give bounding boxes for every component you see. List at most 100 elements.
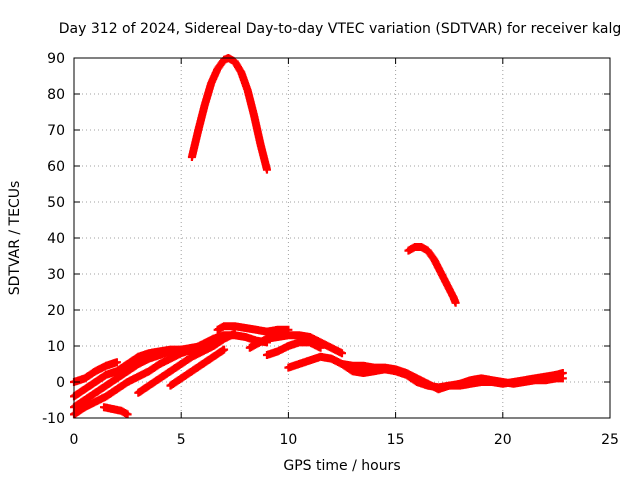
y-tick-label: 80	[47, 87, 65, 103]
data-point	[426, 249, 429, 252]
data-point	[351, 364, 354, 367]
data-point	[158, 377, 161, 380]
data-point	[297, 334, 301, 337]
data-point	[216, 67, 219, 71]
data-point	[265, 330, 269, 333]
data-point	[458, 382, 462, 385]
x-axis-title: GPS time / hours	[283, 458, 400, 474]
data-point	[259, 143, 262, 146]
data-point	[94, 400, 97, 403]
data-point	[405, 371, 408, 375]
data-point	[147, 352, 151, 355]
series-arc-8	[213, 322, 293, 336]
y-axis-title: SDTVAR / TECUs	[7, 181, 23, 296]
data-point	[372, 366, 376, 369]
data-point	[147, 357, 151, 360]
data-point	[439, 271, 442, 274]
data-point	[102, 406, 106, 409]
data-point	[501, 380, 504, 384]
data-point	[287, 334, 290, 337]
data-point	[201, 362, 204, 366]
data-point	[319, 341, 322, 344]
x-tick-label: 0	[70, 432, 79, 448]
y-tick-label: 10	[47, 339, 65, 355]
data-point	[222, 325, 226, 328]
data-point	[351, 370, 354, 373]
data-point	[197, 128, 200, 132]
data-point	[297, 341, 301, 344]
tick-layer: -10 0 10 20 30 40 50 60 70 80 90 0 5 10 15 20 25	[42, 51, 619, 448]
data-point	[244, 335, 247, 339]
data-point	[319, 346, 322, 349]
data-point	[83, 388, 86, 391]
data-point	[330, 346, 333, 349]
data-point	[169, 370, 172, 373]
data-point	[180, 352, 183, 355]
data-point	[308, 341, 312, 344]
series-arc-10	[262, 338, 325, 359]
y-tick-label: 0	[56, 375, 65, 391]
data-point	[190, 355, 194, 358]
data-point	[544, 379, 547, 382]
data-point	[126, 370, 129, 373]
data-point	[248, 346, 252, 349]
data-point	[265, 337, 269, 340]
data-point	[94, 370, 97, 373]
data-point	[222, 337, 226, 340]
data-point	[222, 348, 226, 351]
data-point	[203, 103, 206, 107]
data-point	[413, 245, 417, 249]
data-point	[407, 249, 410, 252]
data-point	[426, 382, 429, 385]
data-point	[276, 335, 279, 339]
y-tick-label: 60	[47, 159, 65, 175]
data-point	[147, 384, 151, 387]
series-markers	[338, 360, 567, 394]
data-point	[111, 407, 114, 411]
y-tick-label: 20	[47, 303, 65, 319]
data-point	[469, 379, 472, 382]
data-point	[137, 391, 140, 394]
data-point	[287, 344, 290, 348]
data-point	[169, 384, 172, 387]
data-point	[308, 359, 312, 362]
data-point	[115, 370, 119, 373]
data-point	[104, 373, 108, 376]
data-point	[222, 58, 226, 61]
data-point	[180, 377, 183, 380]
data-point	[255, 328, 258, 331]
data-point	[276, 350, 279, 353]
data-point	[201, 350, 204, 353]
data-point	[287, 366, 290, 369]
data-point	[265, 353, 269, 357]
data-point	[319, 355, 322, 358]
data-point	[454, 301, 457, 304]
data-point	[137, 362, 140, 366]
x-tick-label: 5	[177, 432, 186, 448]
data-point	[115, 377, 119, 380]
x-tick-label: 15	[387, 432, 405, 448]
data-point	[490, 379, 494, 382]
data-point	[555, 377, 558, 380]
series-arc-9	[245, 331, 346, 358]
y-tick-label: 50	[47, 195, 65, 211]
data-point	[383, 366, 387, 369]
data-point	[362, 371, 365, 375]
data-point	[94, 391, 97, 394]
series-arc-7	[166, 345, 229, 390]
chart-title: Day 312 of 2024, Sidereal Day-to-day VTE…	[59, 21, 621, 37]
series-markers	[187, 54, 271, 174]
data-point	[244, 326, 247, 330]
data-point	[126, 362, 129, 366]
data-point	[190, 370, 194, 373]
data-point	[246, 89, 249, 92]
data-point	[169, 357, 172, 360]
data-point	[445, 283, 449, 286]
data-point	[432, 258, 436, 261]
series-arc-6	[134, 329, 239, 397]
data-point	[340, 352, 344, 355]
series-arc-1	[70, 358, 121, 386]
data-point	[212, 355, 215, 358]
data-point	[233, 325, 236, 328]
